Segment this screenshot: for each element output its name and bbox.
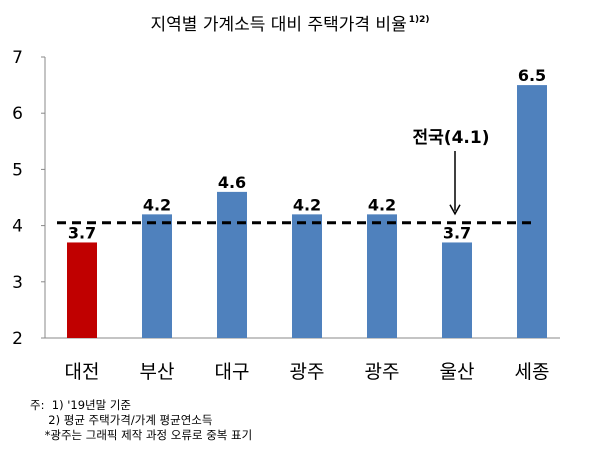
bar [67, 242, 97, 338]
bar [517, 85, 547, 338]
bar [217, 191, 247, 338]
annotation-label: 전국(4.1) [413, 128, 490, 148]
y-tick-label: 7 [12, 48, 23, 68]
data-label: 3.7 [443, 223, 471, 242]
footnote-line: 주: 1) '19년말 기준 [30, 398, 131, 412]
footnote-line: 2) 평균 주택가격/가계 평균연소득 [30, 413, 213, 427]
data-label: 4.6 [218, 173, 246, 192]
data-labels: 3.7 대전 4.2 부산 4.6 대구 4.2 광주 4.2 광주 3.7 울산 6.5 세종 [65, 66, 550, 383]
y-tick-label: 3 [12, 273, 23, 293]
data-label: 4.2 [143, 195, 171, 214]
reference-line-group: 전국(4.1) [57, 128, 535, 225]
x-tick-label: 광주 [290, 361, 325, 383]
annotation-arrowhead [449, 204, 461, 216]
y-tick-label: 2 [12, 329, 23, 349]
bar [442, 242, 472, 338]
bar [367, 214, 397, 338]
x-tick-label: 대구 [215, 361, 250, 383]
y-tick-label: 6 [12, 104, 23, 124]
x-tick-label: 대전 [65, 361, 100, 383]
axes: 2 3 4 5 6 7 [12, 48, 560, 349]
data-label: 6.5 [518, 66, 546, 85]
x-tick-label: 울산 [440, 361, 475, 383]
y-tick-label: 4 [12, 217, 23, 237]
x-tick-label: 세종 [515, 361, 550, 383]
data-label: 3.7 [68, 223, 96, 242]
x-tick-label: 광주 [365, 361, 400, 383]
bars [67, 85, 547, 338]
y-tick-label: 5 [12, 160, 23, 180]
x-tick-label: 부산 [140, 361, 175, 383]
data-label: 4.2 [293, 195, 321, 214]
data-label: 4.2 [368, 195, 396, 214]
footnote-line: *광주는 그래픽 제작 과정 오류로 중복 표기 [30, 428, 253, 442]
bar-chart: 지역별 가계소득 대비 주택가격 비율 1)2) 2 3 4 5 6 7 전국(4.1) 3… [12, 15, 560, 383]
chart-title: 지역별 가계소득 대비 주택가격 비율 1)2) [151, 15, 430, 35]
bar [292, 214, 322, 338]
footnotes: 주: 1) '19년말 기준 2) 평균 주택가격/가계 평균연소득 *광주는 … [30, 398, 252, 443]
bar [142, 214, 172, 338]
title-superscript: 1)2) [409, 15, 430, 25]
